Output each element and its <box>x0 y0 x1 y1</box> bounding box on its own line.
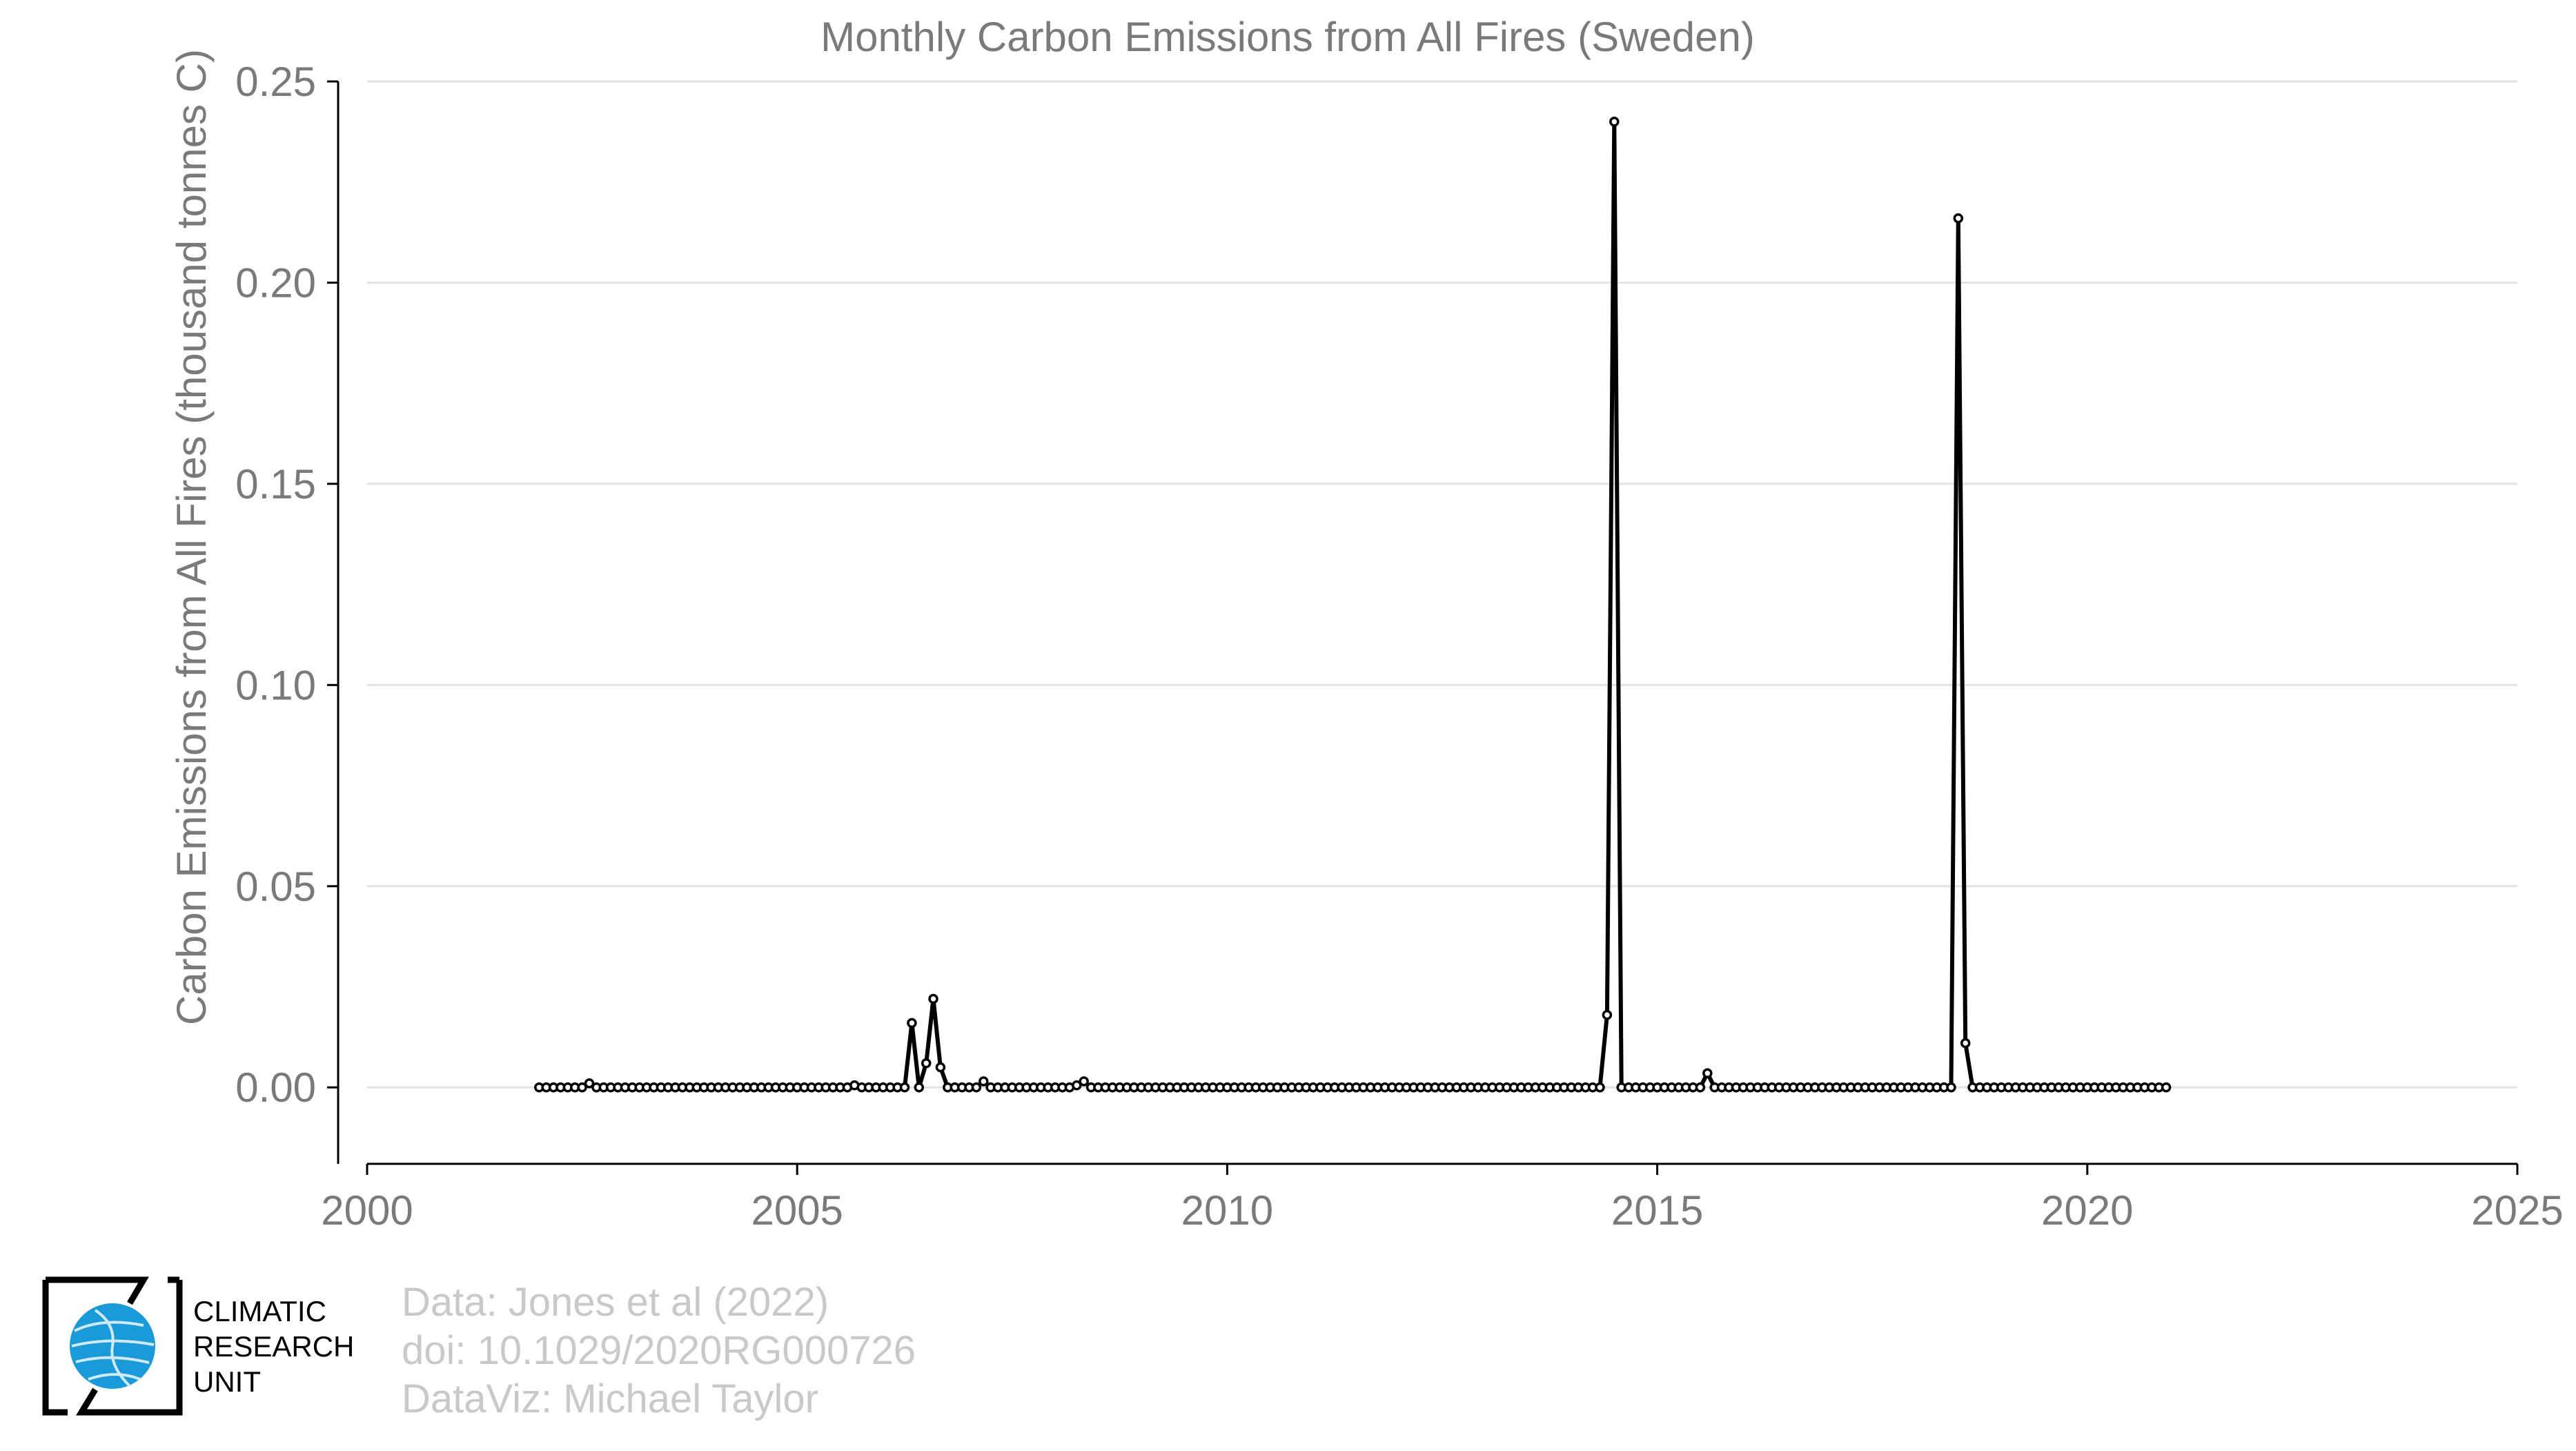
data-point <box>1946 1082 1956 1093</box>
credit-dataviz: DataViz: Michael Taylor <box>402 1376 818 1421</box>
x-tick-label: 2020 <box>2041 1187 2133 1234</box>
data-point <box>899 1082 910 1093</box>
data-point <box>1702 1068 1713 1079</box>
cru-logo <box>40 1276 185 1416</box>
series-path <box>539 119 2167 1090</box>
data-point <box>979 1076 989 1087</box>
data-point <box>577 1082 587 1093</box>
data-point <box>1695 1082 1706 1093</box>
data-point <box>971 1082 982 1093</box>
data-point <box>914 1082 925 1093</box>
data-point <box>1602 1010 1613 1020</box>
data-point <box>907 1017 917 1029</box>
y-tick-label: 0.25 <box>235 59 316 105</box>
logo-line: UNIT <box>193 1365 261 1398</box>
series-line <box>539 119 2167 1090</box>
y-axis-label: Carbon Emissions from All Fires (thousan… <box>168 49 215 1025</box>
logo-line: RESEARCH <box>193 1330 355 1363</box>
x-axis: 2000 2005 2010 2015 2020 2025 <box>321 1162 2564 1234</box>
x-tick-label: 2015 <box>1611 1187 1703 1234</box>
data-point <box>1960 1038 1971 1049</box>
chart-title: Monthly Carbon Emissions from All Fires … <box>820 14 1755 60</box>
credit-doi: doi: 10.1029/2020RG000726 <box>402 1328 916 1373</box>
data-point <box>921 1058 932 1069</box>
credit-data: Data: Jones et al (2022) <box>402 1280 829 1325</box>
data-point <box>1609 117 1620 127</box>
x-tick-label: 2000 <box>321 1187 413 1234</box>
x-tick-label: 2025 <box>2471 1187 2563 1234</box>
logo-line: CLIMATIC <box>193 1295 326 1327</box>
logo-text: CLIMATIC RESEARCH UNIT <box>193 1294 354 1399</box>
y-tick-label: 0.20 <box>235 260 316 306</box>
data-point <box>584 1078 595 1089</box>
globe-icon <box>42 1276 183 1416</box>
gridlines <box>367 80 2517 1089</box>
data-point <box>928 993 938 1004</box>
y-axis-ticks: 0.00 0.05 0.10 0.15 0.20 0.25 <box>235 59 340 1164</box>
y-tick-label: 0.05 <box>235 864 316 910</box>
x-tick-label: 2005 <box>751 1187 843 1234</box>
data-point <box>1072 1080 1082 1091</box>
series-points <box>534 117 2172 1093</box>
data-point <box>1595 1082 1605 1093</box>
data-point <box>1953 213 1964 224</box>
x-tick-label: 2010 <box>1181 1187 1273 1234</box>
y-tick-label: 0.15 <box>235 461 316 507</box>
data-point <box>935 1062 946 1073</box>
data-point <box>2161 1082 2172 1093</box>
y-tick-label: 0.10 <box>235 662 316 708</box>
data-point <box>1079 1076 1089 1087</box>
y-tick-label: 0.00 <box>235 1064 316 1111</box>
